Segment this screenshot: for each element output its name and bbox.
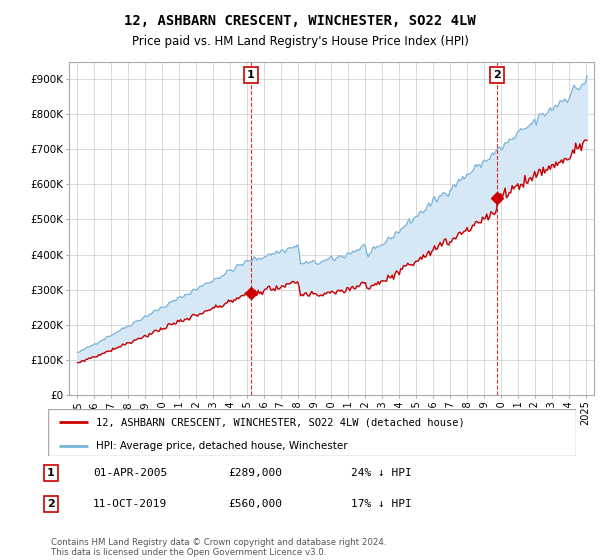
Text: 2: 2 [493,70,501,80]
Text: 12, ASHBARN CRESCENT, WINCHESTER, SO22 4LW: 12, ASHBARN CRESCENT, WINCHESTER, SO22 4… [124,14,476,28]
Text: 1: 1 [247,70,255,80]
Text: Price paid vs. HM Land Registry's House Price Index (HPI): Price paid vs. HM Land Registry's House … [131,35,469,48]
Text: Contains HM Land Registry data © Crown copyright and database right 2024.
This d: Contains HM Land Registry data © Crown c… [51,538,386,557]
Text: 2: 2 [47,499,55,509]
Text: 24% ↓ HPI: 24% ↓ HPI [351,468,412,478]
Text: 12, ASHBARN CRESCENT, WINCHESTER, SO22 4LW (detached house): 12, ASHBARN CRESCENT, WINCHESTER, SO22 4… [95,417,464,427]
Text: £560,000: £560,000 [228,499,282,509]
Text: £289,000: £289,000 [228,468,282,478]
Text: HPI: Average price, detached house, Winchester: HPI: Average price, detached house, Winc… [95,441,347,451]
Text: 11-OCT-2019: 11-OCT-2019 [93,499,167,509]
Text: 1: 1 [47,468,55,478]
Text: 17% ↓ HPI: 17% ↓ HPI [351,499,412,509]
Text: 01-APR-2005: 01-APR-2005 [93,468,167,478]
